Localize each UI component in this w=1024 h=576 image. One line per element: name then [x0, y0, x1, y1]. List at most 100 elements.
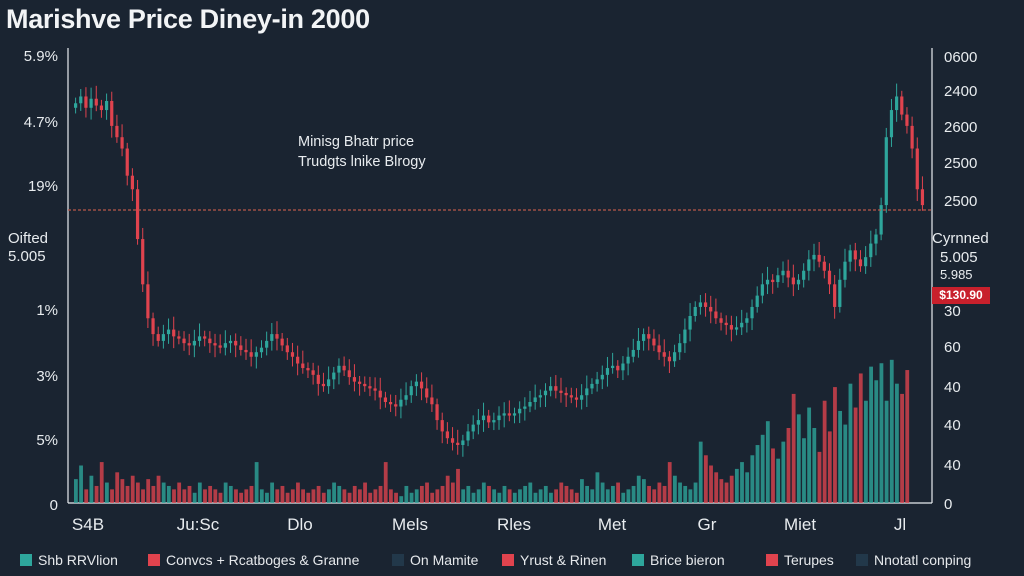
right-note-2: 5.005: [940, 249, 978, 266]
volume-bar: [580, 479, 584, 503]
legend-swatch: [766, 554, 778, 566]
candle: [259, 340, 264, 358]
volume-bar: [569, 489, 574, 503]
volume-bar: [564, 485, 569, 503]
volume-bar: [399, 496, 404, 503]
candle: [910, 116, 914, 159]
left-axis-tick-label: 4.7%: [24, 114, 58, 131]
right-axis-ticks: 0600 2400 2600 2500 2500 30 60 40 40 40 0: [944, 49, 977, 513]
candle: [724, 315, 728, 335]
legend-swatch: [856, 554, 868, 566]
x-axis-tick-label: S4B: [72, 515, 104, 534]
price-candles: [74, 83, 925, 457]
volume-bar: [368, 492, 373, 503]
candle-body: [626, 356, 630, 364]
volume-bar: [197, 482, 202, 503]
volume-bar: [450, 482, 455, 503]
candle: [879, 197, 883, 241]
candle-body: [895, 96, 899, 111]
candle-body: [388, 402, 393, 405]
volume-bar: [414, 489, 419, 503]
volume-bar: [672, 475, 677, 503]
volume-bar: [549, 492, 553, 503]
candle: [838, 268, 842, 313]
candle: [585, 375, 589, 407]
candle-body: [182, 338, 186, 344]
volume-bar: [130, 475, 135, 503]
candle-body: [533, 397, 537, 402]
volume-bar: [254, 462, 259, 503]
candle-body: [543, 390, 548, 396]
left-axis-tick-label: 19%: [28, 178, 58, 195]
volume-bar: [161, 482, 166, 503]
volume-bar: [662, 485, 667, 503]
volume-bar: [99, 462, 104, 503]
candle-body: [662, 352, 666, 357]
candle-body: [368, 386, 372, 389]
volume-bar: [621, 492, 626, 503]
candle: [688, 303, 692, 342]
candle-body: [156, 334, 160, 341]
candle-body: [771, 279, 775, 283]
candle-body: [254, 352, 258, 357]
legend-item: Terupes: [766, 552, 834, 568]
volume-bar: [802, 438, 806, 503]
candle: [487, 409, 491, 429]
legend-swatch: [20, 554, 32, 566]
candle-body: [843, 261, 847, 280]
candle: [280, 332, 284, 352]
volume-bar: [574, 492, 579, 503]
volume-bar: [182, 489, 187, 503]
candle: [270, 323, 274, 351]
candle: [79, 89, 83, 111]
candle-body: [812, 254, 816, 260]
candle-body: [321, 383, 326, 387]
candle: [141, 227, 145, 293]
candle-body: [440, 420, 444, 432]
x-axis-tick-label: Rles: [497, 515, 531, 534]
candle-body: [358, 381, 362, 384]
candle-body: [208, 338, 212, 344]
candle: [419, 372, 424, 401]
candle: [636, 327, 641, 358]
candle-body: [807, 259, 811, 271]
candle-body: [166, 329, 171, 335]
candle: [714, 298, 718, 324]
candle-body: [781, 270, 785, 276]
volume-bar: [110, 489, 114, 503]
candle-body: [734, 327, 739, 330]
candle-body: [414, 381, 419, 387]
volume-bar: [688, 489, 693, 503]
volume-bar: [755, 445, 760, 503]
candle-body: [709, 306, 713, 312]
candle-body: [693, 306, 697, 316]
candle: [827, 263, 832, 295]
right-note-3: 5.985: [940, 267, 973, 282]
candle-body: [864, 257, 868, 267]
volume-bar: [879, 363, 884, 503]
candle-body: [115, 125, 119, 138]
candle: [388, 394, 393, 412]
candle: [471, 415, 475, 440]
candle: [383, 391, 388, 408]
candle: [450, 427, 455, 451]
legend-label: Terupes: [784, 552, 834, 568]
volume-bar: [740, 462, 744, 503]
volume-bar: [559, 482, 564, 503]
candle-body: [151, 318, 155, 335]
candle: [518, 401, 522, 424]
candle: [99, 99, 104, 118]
candle: [900, 90, 904, 121]
x-axis-ticks: S4B Ju:Sc Dlo Mels Rles Met Gr Miet Jl: [72, 515, 906, 534]
candle-body: [833, 284, 837, 307]
volume-bar: [301, 489, 306, 503]
volume-bar: [321, 492, 326, 503]
volume-bar: [889, 359, 894, 503]
candle: [135, 179, 140, 245]
volume-bar: [203, 489, 207, 503]
candle: [502, 402, 506, 428]
candle: [296, 345, 300, 376]
candle: [745, 312, 749, 333]
candle-body: [884, 137, 888, 206]
candle: [817, 241, 821, 268]
